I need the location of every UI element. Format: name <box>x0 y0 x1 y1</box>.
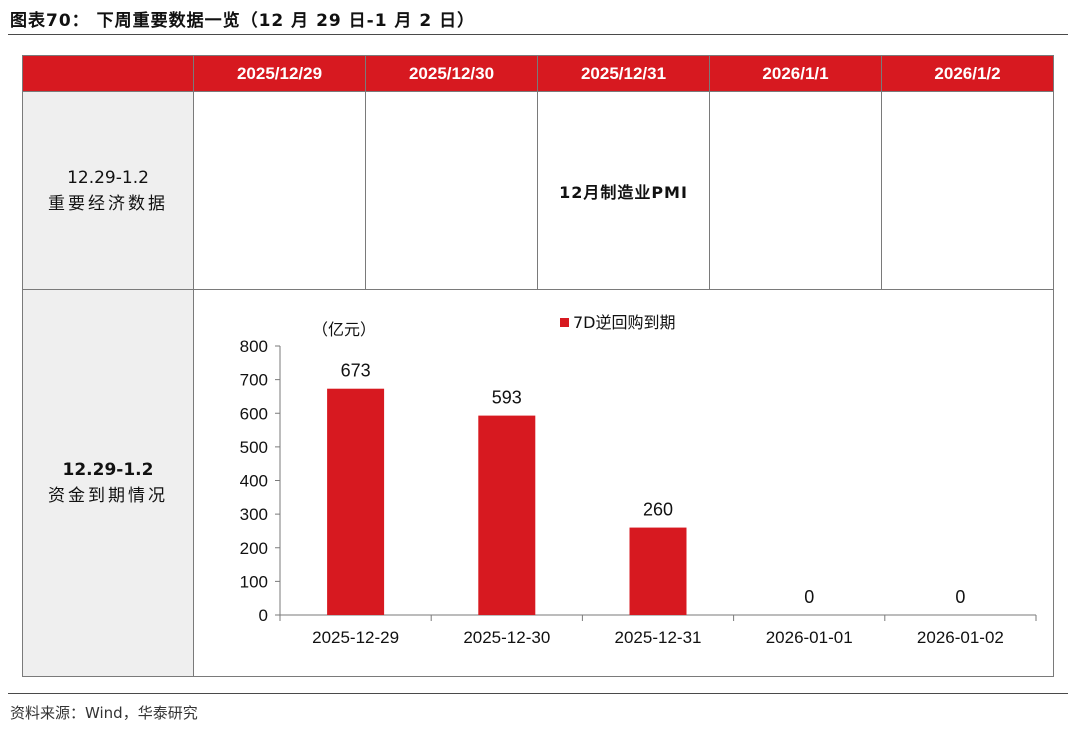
y-unit-label: （亿元） <box>312 320 376 339</box>
figure-title: 图表70： 下周重要数据一览（12 月 29 日-1 月 2 日） <box>10 11 476 31</box>
data-label: 0 <box>955 587 965 607</box>
top-divider <box>8 34 1068 35</box>
economic-cell-2 <box>365 91 538 290</box>
data-label: 0 <box>804 587 814 607</box>
row-label-title: 重要经济数据 <box>48 193 168 214</box>
legend-label: 7D逆回购到期 <box>573 313 676 332</box>
data-label: 593 <box>492 388 522 408</box>
y-tick-label: 200 <box>240 539 268 558</box>
weekly-calendar-table: 2025/12/29 2025/12/30 2025/12/31 2026/1/… <box>22 55 1054 677</box>
x-tick-label: 2026-01-02 <box>917 628 1004 647</box>
legend-swatch <box>560 318 569 327</box>
economic-cell-3: 12月制造业PMI <box>537 91 710 290</box>
header-row: 2025/12/29 2025/12/30 2025/12/31 2026/1/… <box>22 55 1054 92</box>
economic-cell-5 <box>881 91 1054 290</box>
y-tick-label: 800 <box>240 337 268 356</box>
row-label-period: 12.29-1.2 <box>62 460 154 480</box>
economic-cell-4 <box>709 91 882 290</box>
x-tick-label: 2025-12-31 <box>615 628 702 647</box>
bar <box>327 388 385 615</box>
header-date-2: 2025/12/30 <box>365 55 538 92</box>
x-tick-label: 2026-01-01 <box>766 628 853 647</box>
header-date-1: 2025/12/29 <box>193 55 366 92</box>
header-date-4: 2026/1/1 <box>709 55 882 92</box>
header-date-5: 2026/1/2 <box>881 55 1054 92</box>
y-tick-label: 400 <box>240 472 268 491</box>
data-label: 260 <box>643 500 673 520</box>
y-tick-label: 100 <box>240 572 268 591</box>
funding-row: 12.29-1.2 资金到期情况 0 100 200 300 400 500 600 700 8… <box>22 289 1054 677</box>
funding-row-label: 12.29-1.2 资金到期情况 <box>22 289 194 677</box>
row-label-title: 资金到期情况 <box>48 486 168 506</box>
chart-cell: 0 100 200 300 400 500 600 700 800 673 2025-12-29 59… <box>193 289 1054 677</box>
y-tick-label: 300 <box>240 505 268 524</box>
repo-maturity-chart: 0 100 200 300 400 500 600 700 800 673 2025-12-29 59… <box>240 313 1037 647</box>
y-tick-label: 0 <box>259 606 268 625</box>
header-corner <box>22 55 194 92</box>
y-tick-label: 500 <box>240 438 268 457</box>
x-tick-label: 2025-12-30 <box>463 628 550 647</box>
y-tick-label: 600 <box>240 404 268 423</box>
x-tick-label: 2025-12-29 <box>312 628 399 647</box>
source-note: 资料来源：Wind，华泰研究 <box>10 704 198 722</box>
header-date-3: 2025/12/31 <box>537 55 710 92</box>
bottom-divider <box>8 693 1068 694</box>
bar <box>478 415 536 615</box>
row-label-period: 12.29-1.2 <box>67 167 149 188</box>
economic-cell-1 <box>193 91 366 290</box>
economic-data-row: 12.29-1.2 重要经济数据 12月制造业PMI <box>22 91 1054 290</box>
y-tick-label: 700 <box>240 371 268 390</box>
economic-data-row-label: 12.29-1.2 重要经济数据 <box>22 91 194 290</box>
data-label: 673 <box>341 361 371 381</box>
bar <box>629 527 687 615</box>
